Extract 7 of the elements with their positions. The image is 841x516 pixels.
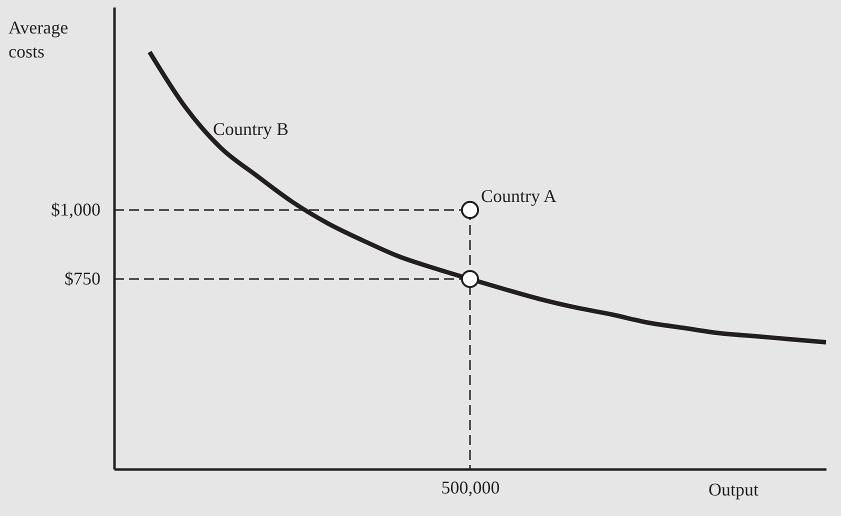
x-tick-label: 500,000: [441, 478, 500, 498]
annotation: Country A: [481, 186, 557, 206]
annotation: Country B: [213, 119, 289, 139]
y-tick-label: $1,000: [51, 199, 100, 220]
x-axis-title: Output: [708, 480, 759, 500]
y-axis-title: Average costs: [8, 18, 68, 62]
y-tick-label: $750: [64, 268, 100, 289]
